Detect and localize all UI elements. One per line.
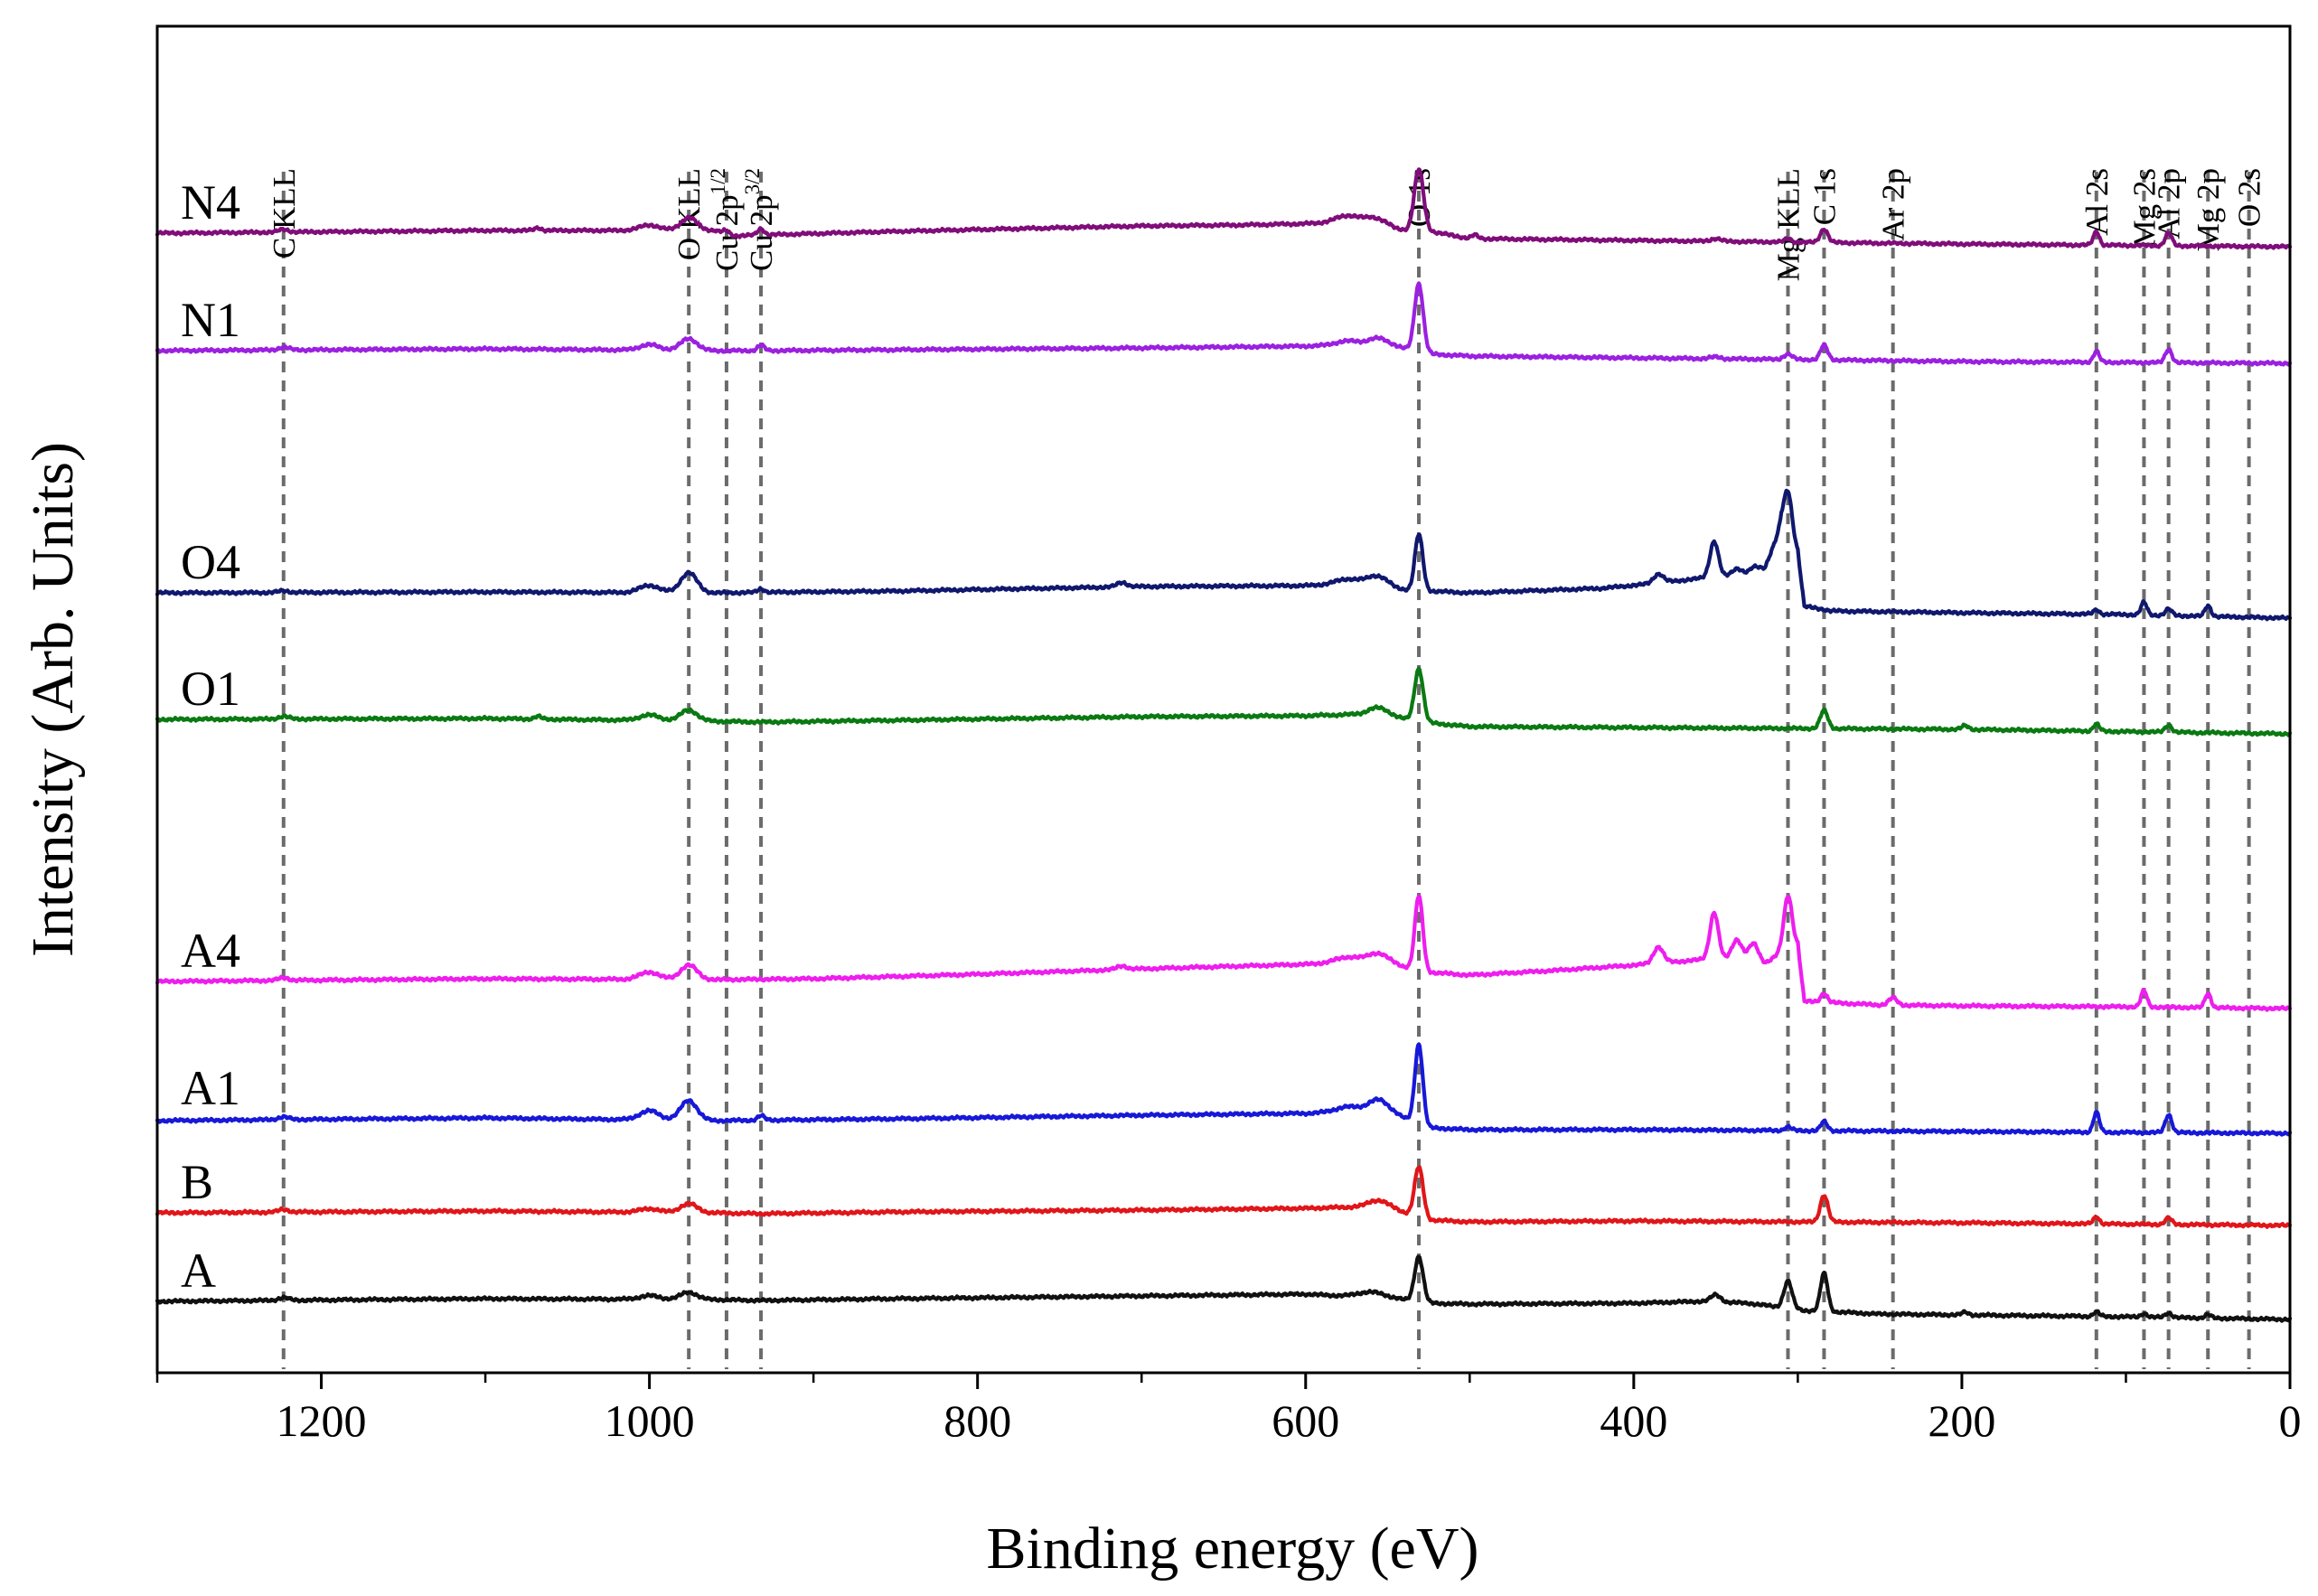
peak-label-o-2s: O 2s — [2232, 168, 2267, 227]
peak-label-o-kll: O KLL — [671, 168, 707, 260]
trace-b — [155, 1165, 2293, 1229]
series-label-a4: A4 — [181, 924, 240, 978]
peak-label-text: Mg 2s — [2126, 168, 2162, 249]
series-label-a: A — [181, 1244, 216, 1298]
peak-label-text: C KLL — [267, 168, 302, 258]
peak-label-text: Mg KLL — [1770, 168, 1806, 281]
series-label-b: B — [181, 1155, 213, 1209]
x-tick-label-800: 800 — [943, 1395, 1011, 1446]
peak-label-text: Al 2s — [2079, 168, 2115, 236]
peak-label-al-2p: Al 2p — [2152, 168, 2187, 239]
peak-label-superscript: 1/2 — [707, 168, 729, 194]
y-axis-title: Intensity (Arb. Units) — [20, 442, 86, 957]
series-label-n4: N4 — [181, 175, 240, 230]
x-tick-label-400: 400 — [1600, 1395, 1667, 1446]
trace-n4 — [155, 167, 2293, 250]
series-label-n1: N1 — [181, 293, 240, 347]
x-axis-ticks — [155, 1373, 2292, 1389]
peak-label-text: Ar 2p — [1876, 168, 1911, 241]
peak-label-text: Mg 2p — [2191, 168, 2226, 251]
series-labels: N4 N1 O4 O1 A4 A1 BA — [181, 175, 240, 1298]
peak-reference-lines — [281, 172, 2251, 1369]
trace-o4 — [155, 488, 2293, 622]
peak-label-cu-2p-1-2: Cu 2p1/2 — [707, 168, 745, 271]
trace-n1 — [155, 281, 2293, 367]
plot-frame — [155, 24, 2292, 1375]
trace-o1 — [155, 666, 2293, 737]
series-label-o1: O1 — [181, 662, 240, 716]
peak-label-mg-2s: Mg 2s — [2126, 168, 2162, 249]
peak-label-text: C 1s — [1807, 168, 1842, 225]
x-tick-label-600: 600 — [1272, 1395, 1339, 1446]
trace-a — [155, 1254, 2293, 1323]
x-tick-label-1000: 1000 — [605, 1395, 695, 1446]
x-tick-label-0: 0 — [2279, 1395, 2302, 1446]
peak-label-ar-2p: Ar 2p — [1876, 168, 1911, 241]
peak-label-superscript: 3/2 — [741, 168, 764, 194]
peak-label-al-2s: Al 2s — [2079, 168, 2115, 236]
x-tick-label-200: 200 — [1928, 1395, 1995, 1446]
peak-label-c-1s: C 1s — [1807, 168, 1842, 225]
peak-label-mg-2p: Mg 2p — [2191, 168, 2226, 251]
x-axis-title: Binding energy (eV) — [987, 1516, 1479, 1582]
series-label-a1: A1 — [181, 1061, 240, 1115]
trace-a1 — [155, 1042, 2293, 1137]
peak-label-o-1s: O 1s — [1402, 168, 1437, 227]
peak-label-text: O 1s — [1402, 168, 1437, 227]
peak-label-text: O KLL — [671, 168, 707, 260]
peak-label-mg-kll: Mg KLL — [1770, 168, 1806, 281]
peak-labels: C KLL O KLL Cu 2p1/2Cu 2p3/2 O 1s Mg KLL C 1s… — [267, 168, 2267, 281]
x-tick-label-1200: 1200 — [277, 1395, 367, 1446]
series-label-o4: O4 — [181, 535, 240, 589]
peak-label-text: Al 2p — [2152, 168, 2187, 239]
peak-label-cu-2p-3-2: Cu 2p3/2 — [741, 168, 779, 271]
spectra-traces — [155, 167, 2293, 1323]
trace-a4 — [155, 894, 2293, 1012]
peak-label-text: O 2s — [2232, 168, 2267, 227]
x-axis-tick-labels: 1200 1000 800 600 400 200 0 — [277, 1395, 2302, 1446]
peak-label-c-kll: C KLL — [267, 168, 302, 258]
